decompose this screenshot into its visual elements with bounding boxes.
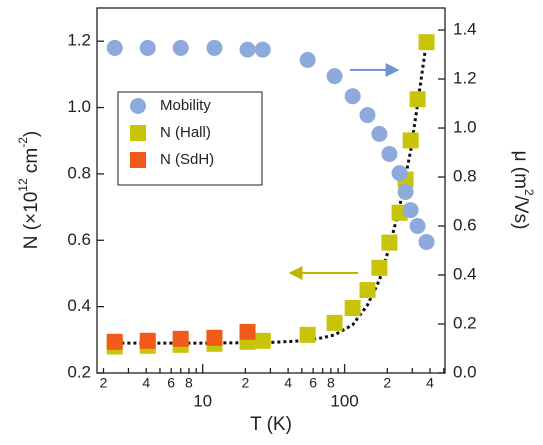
data-point [172, 39, 189, 56]
data-point [326, 314, 343, 331]
data-point [254, 41, 271, 58]
data-point [391, 165, 408, 182]
y2-tick-label: 0.0 [453, 362, 477, 381]
data-point [239, 323, 256, 340]
data-point [344, 88, 361, 105]
data-point [206, 39, 223, 56]
data-point [409, 218, 426, 235]
legend-marker [130, 98, 146, 114]
data-point [371, 259, 388, 276]
x-tick-label: 10 [193, 391, 212, 410]
x-tick-label: 4 [284, 375, 292, 391]
plot-frame [96, 7, 446, 374]
y-tick-label: 0.8 [67, 163, 91, 182]
data-point [206, 329, 223, 346]
data-point [371, 125, 388, 142]
x-tick-label: 6 [167, 375, 175, 391]
legend-label: N (SdH) [160, 151, 214, 168]
data-point [359, 282, 376, 299]
data-point [172, 330, 189, 347]
fit-line [109, 40, 429, 345]
x-tick-label: 100 [330, 391, 358, 410]
y-tick-label: 0.4 [67, 296, 91, 315]
data-point [326, 68, 343, 85]
y2-tick-label: 0.6 [453, 216, 477, 235]
data-point [254, 332, 271, 349]
data-point [106, 333, 123, 350]
legend-label: N (Hall) [160, 124, 211, 141]
x-tick-label: 4 [142, 375, 150, 391]
data-point [344, 299, 361, 316]
data-point [381, 234, 398, 251]
data-point [402, 202, 419, 219]
x-tick-label: 2 [100, 375, 108, 391]
x-tick-label: 8 [185, 375, 193, 391]
y-tick-label: 1.2 [67, 31, 91, 50]
x-tick-label: 8 [327, 375, 335, 391]
y2-tick-label: 0.4 [453, 264, 477, 283]
x-axis-label: T (K) [250, 414, 292, 435]
legend-marker [130, 125, 146, 141]
y2-tick-label: 1.4 [453, 20, 477, 39]
legend-marker [130, 152, 146, 168]
data-point [381, 146, 398, 162]
y-tick-label: 1.0 [67, 97, 91, 116]
y2-tick-label: 1.0 [453, 118, 477, 137]
y-tick-label: 0.2 [67, 362, 91, 381]
y-axis-label: N (×1012 cm-2) [16, 131, 42, 250]
x-tick-label: 2 [383, 375, 391, 391]
y2-tick-label: 1.2 [453, 69, 477, 88]
x-tick-label: 2 [242, 375, 250, 391]
data-point [418, 233, 435, 250]
legend-label: Mobility [160, 97, 211, 114]
data-point [402, 132, 419, 149]
x-tick-label: 4 [426, 375, 434, 391]
y-tick-label: 0.6 [67, 230, 91, 249]
data-point [409, 91, 426, 108]
data-point [418, 34, 435, 51]
y2-tick-label: 0.2 [453, 313, 477, 332]
y2-axis-label: μ (m2/Vs) [510, 151, 536, 230]
data-point [139, 332, 156, 349]
data-point [106, 39, 123, 56]
data-point [239, 41, 256, 58]
x-tick-label: 6 [309, 375, 317, 391]
data-point [139, 39, 156, 56]
data-point [299, 326, 316, 343]
y2-tick-label: 0.8 [453, 167, 477, 186]
data-point [299, 51, 316, 68]
data-point [397, 183, 414, 200]
data-point [359, 107, 376, 124]
